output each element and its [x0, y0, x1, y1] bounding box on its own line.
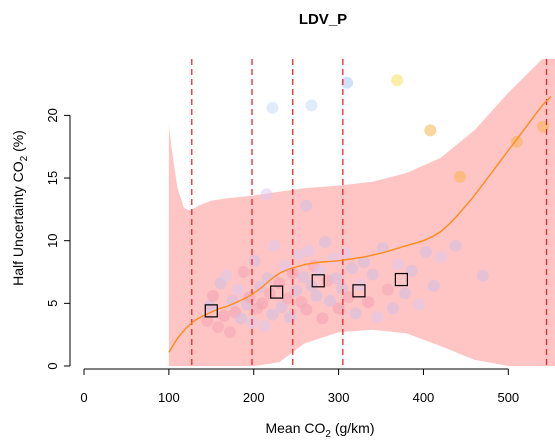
data-point: [537, 120, 550, 133]
data-point: [253, 281, 266, 294]
data-point: [381, 283, 394, 296]
data-point: [284, 311, 297, 324]
data-point: [330, 272, 343, 285]
y-axis-label: Half Uncertainty CO2 (%): [10, 130, 30, 286]
data-point: [232, 283, 245, 296]
data-point: [268, 239, 281, 252]
data-point: [223, 326, 236, 339]
data-point: [297, 271, 310, 284]
data-point: [302, 244, 315, 257]
y-tick-label: 0: [45, 362, 60, 369]
x-tick-label: 200: [243, 390, 265, 405]
data-point: [248, 254, 261, 267]
data-point: [342, 291, 355, 304]
data-point: [278, 259, 291, 272]
data-point: [310, 289, 323, 302]
data-point: [212, 321, 225, 334]
data-point: [339, 247, 352, 260]
data-point: [300, 199, 313, 212]
data-point: [206, 289, 219, 302]
y-tick-label: 5: [45, 300, 60, 307]
data-point: [258, 319, 271, 332]
data-point: [386, 302, 399, 315]
data-point: [266, 308, 279, 321]
data-point: [392, 258, 404, 271]
chart-title: LDV_P: [299, 11, 347, 28]
data-point: [424, 124, 437, 137]
data-point: [427, 279, 440, 292]
data-point: [324, 294, 337, 307]
x-tick-label: 100: [158, 390, 180, 405]
data-point: [261, 272, 274, 285]
data-point: [371, 311, 384, 324]
data-point: [366, 268, 379, 281]
data-point: [305, 99, 318, 112]
data-point: [346, 262, 359, 275]
x-axis-label: Mean CO2 (g/km): [265, 420, 374, 440]
data-point: [256, 297, 269, 310]
data-point: [203, 299, 216, 312]
data-point: [273, 277, 286, 290]
data-point: [332, 302, 345, 315]
data-point: [327, 252, 340, 265]
data-point: [349, 307, 362, 320]
data-point: [237, 266, 250, 279]
data-point: [305, 279, 318, 292]
data-point: [405, 264, 418, 277]
bin-mean-marker: [352, 284, 366, 298]
data-point: [335, 282, 348, 295]
data-point: [476, 269, 489, 282]
data-point: [292, 248, 305, 261]
data-point: [316, 312, 329, 325]
data-point: [510, 135, 523, 148]
data-point: [226, 294, 239, 307]
bin-mean-marker: [270, 285, 284, 299]
data-point: [398, 287, 411, 300]
data-point: [413, 298, 426, 311]
data-point: [300, 303, 313, 316]
data-point: [391, 74, 404, 87]
axes: 0 100 200 300 400 500 0 5 10 15 20: [45, 108, 519, 405]
bin-mean-marker: [311, 274, 325, 288]
data-point: [362, 296, 375, 309]
plot-clip-group: [168, 59, 555, 366]
data-point: [341, 76, 354, 89]
confidence-band: [168, 59, 555, 366]
data-point: [281, 292, 294, 305]
x-tick-label: 300: [328, 390, 350, 405]
data-point: [313, 264, 326, 277]
data-point: [220, 269, 233, 282]
data-point: [235, 312, 247, 325]
plot-area: [168, 59, 555, 366]
data-point: [319, 235, 332, 248]
x-tick-label: 0: [80, 390, 87, 405]
data-point: [453, 170, 466, 183]
data-point: [201, 314, 214, 327]
x-tick-label: 400: [413, 390, 435, 405]
data-point: [275, 301, 288, 314]
data-point: [449, 239, 462, 252]
data-point: [266, 101, 279, 114]
data-point: [420, 245, 433, 258]
y-tick-label: 20: [45, 108, 60, 122]
data-point: [358, 255, 371, 268]
y-tick-label: 15: [45, 171, 60, 185]
data-point: [290, 284, 303, 297]
bin-mean-marker: [204, 304, 218, 318]
data-point: [263, 287, 276, 300]
data-point: [218, 309, 231, 322]
bin-mean-marker: [394, 272, 408, 287]
data-point: [435, 250, 448, 263]
data-point: [260, 188, 273, 201]
x-tick-label: 500: [497, 390, 519, 405]
y-tick-label: 10: [45, 233, 60, 247]
trend-line: [168, 96, 552, 353]
